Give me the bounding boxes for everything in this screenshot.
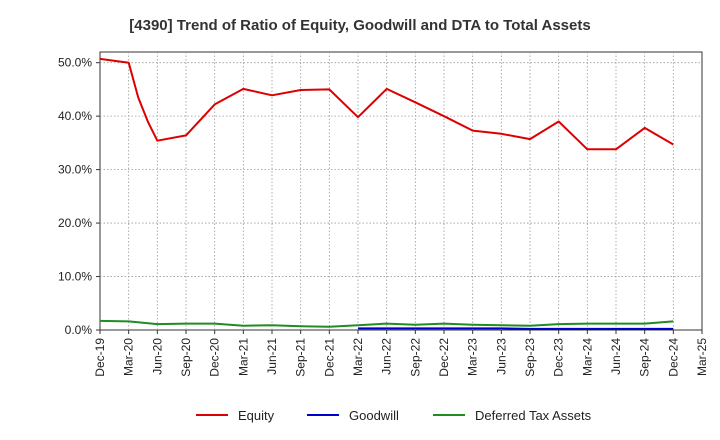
x-axis-ticks: Dec-19 Mar-20 Jun-20 Sep-20 Dec-20 Mar-21 Jun-… bbox=[93, 330, 709, 377]
x-tick-label: Jun-23 bbox=[494, 338, 508, 375]
plot-area bbox=[99, 51, 703, 331]
x-tick-label: Jun-20 bbox=[150, 338, 164, 375]
x-tick-label: Mar-23 bbox=[466, 338, 480, 376]
x-tick-label: Dec-19 bbox=[93, 338, 107, 377]
x-tick-label: Mar-22 bbox=[351, 338, 365, 376]
x-tick-label: Jun-24 bbox=[609, 338, 623, 375]
legend-label-equity: Equity bbox=[238, 408, 275, 423]
x-tick-label: Mar-20 bbox=[122, 338, 136, 376]
x-tick-label: Sep-22 bbox=[408, 338, 422, 377]
y-tick-label: 20.0% bbox=[58, 216, 92, 230]
y-tick-label: 0.0% bbox=[65, 323, 93, 337]
series-lines bbox=[99, 57, 674, 330]
x-tick-label: Dec-23 bbox=[552, 338, 566, 377]
y-tick-label: 30.0% bbox=[58, 163, 92, 177]
y-tick-label: 10.0% bbox=[58, 270, 92, 284]
x-tick-label: Sep-24 bbox=[638, 338, 652, 377]
x-tick-label: Sep-21 bbox=[294, 338, 308, 377]
x-tick-label: Jun-21 bbox=[265, 338, 279, 375]
x-tick-label: Mar-21 bbox=[236, 338, 250, 376]
equity-line bbox=[99, 57, 674, 151]
chart-title: [4390] Trend of Ratio of Equity, Goodwil… bbox=[129, 17, 590, 34]
deferred-tax-assets-line bbox=[99, 319, 674, 328]
y-tick-label: 40.0% bbox=[58, 109, 92, 123]
x-tick-label: Dec-20 bbox=[208, 338, 222, 377]
legend-label-deferred-tax-assets: Deferred Tax Assets bbox=[475, 408, 592, 423]
x-tick-label: Mar-24 bbox=[580, 338, 594, 376]
goodwill-line bbox=[358, 327, 674, 330]
x-tick-label: Dec-22 bbox=[437, 338, 451, 377]
x-tick-label: Sep-20 bbox=[179, 338, 193, 377]
x-tick-label: Jun-22 bbox=[380, 338, 394, 375]
legend: Equity Goodwill Deferred Tax Assets bbox=[196, 408, 592, 423]
y-tick-label: 50.0% bbox=[58, 56, 92, 70]
y-axis-ticks: 0.0% 10.0% 20.0% 30.0% 40.0% 50.0% bbox=[58, 56, 100, 337]
x-tick-label: Mar-25 bbox=[695, 338, 709, 376]
x-tick-label: Sep-23 bbox=[523, 338, 537, 377]
x-tick-label: Dec-21 bbox=[322, 338, 336, 377]
x-tick-label: Dec-24 bbox=[666, 338, 680, 377]
legend-label-goodwill: Goodwill bbox=[349, 408, 399, 423]
grid bbox=[100, 52, 702, 330]
